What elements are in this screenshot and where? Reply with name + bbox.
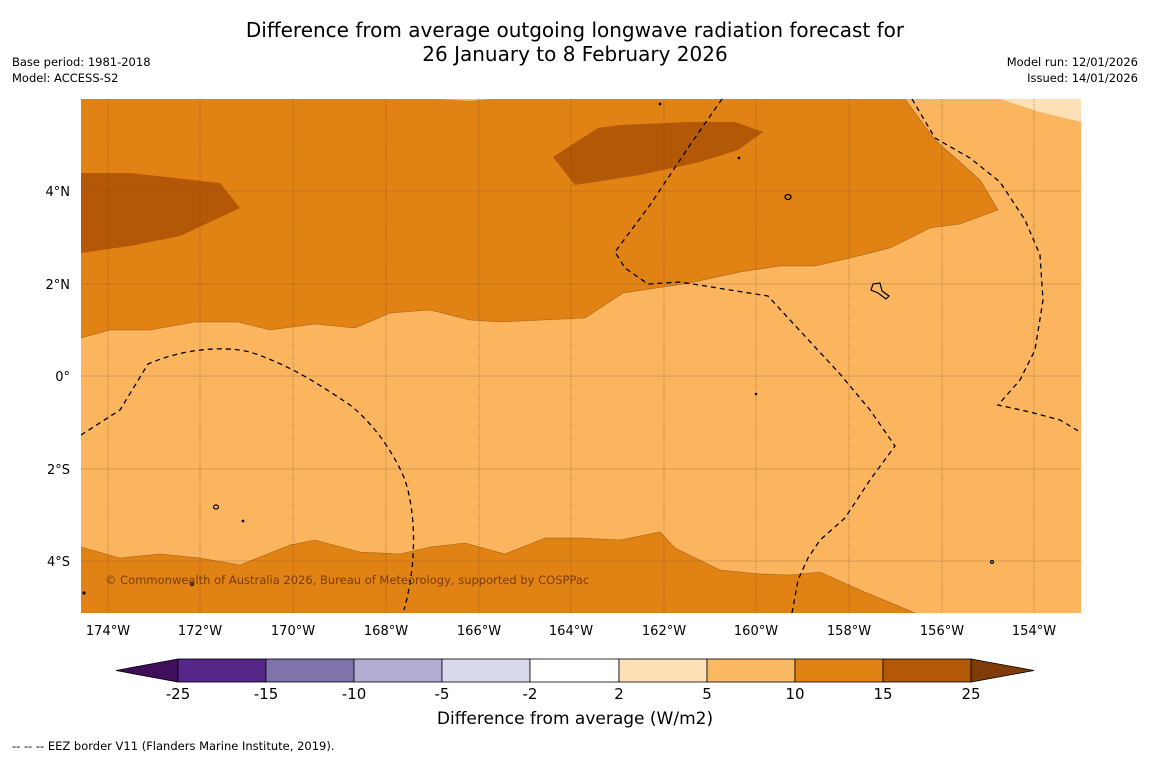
- grid-lines: [107, 99, 1035, 613]
- colorbar-swatch: [353, 658, 443, 683]
- colorbar-swatch: [441, 658, 531, 683]
- colorbar-tick-label: 5: [702, 685, 712, 703]
- field-15-25-central: [553, 122, 763, 185]
- lon-tick-label: 154°W: [1012, 624, 1056, 639]
- lon-tick-label: 168°W: [364, 624, 408, 639]
- colorbar: [115, 658, 1035, 683]
- colorbar-extend-low: [115, 658, 179, 683]
- colorbar-swatch: [177, 658, 267, 683]
- colorbar-swatch: [618, 658, 708, 683]
- model-run: Model run: 12/01/2026: [1006, 55, 1138, 69]
- metadata-right: Model run: 12/01/2026 Issued: 14/01/2026: [1007, 54, 1138, 86]
- issued-date: Issued: 14/01/2026: [1027, 71, 1138, 85]
- copyright-text: © Commonwealth of Australia 2026, Bureau…: [105, 573, 589, 587]
- colorbar-tick-label: 10: [785, 685, 804, 703]
- lon-tick-label: 158°W: [827, 624, 871, 639]
- colorbar-swatch: [529, 658, 620, 683]
- colorbar-tick-label: -25: [166, 685, 191, 703]
- colorbar-tick-label: 25: [961, 685, 980, 703]
- lat-tick-labels: 4°N 2°N 0° 2°S 4°S: [46, 185, 71, 570]
- contour-lines: [81, 99, 999, 613]
- metadata-left: Base period: 1981-2018 Model: ACCESS-S2: [12, 54, 151, 86]
- field-2-5-corner: [1000, 99, 1081, 122]
- colorbar-tick-label: -15: [254, 685, 279, 703]
- colorbar-tick-labels: -25 -15 -10 -5 -2 2 5 10 15 25: [166, 685, 981, 703]
- lat-grid-lines: [81, 190, 1081, 562]
- field-10-15-south: [81, 532, 915, 613]
- islands: [82, 102, 995, 595]
- colorbar-swatch: [706, 658, 796, 683]
- colorbar-swatch: [882, 658, 972, 683]
- field-10-15-north: [81, 99, 998, 338]
- lon-tick-label: 166°W: [457, 624, 501, 639]
- title-line-1: Difference from average outgoing longwav…: [245, 18, 905, 42]
- base-period: Base period: 1981-2018: [12, 55, 151, 69]
- chart-title: Difference from average outgoing longwav…: [0, 18, 1150, 66]
- lon-tick-label: 170°W: [271, 624, 315, 639]
- eez-borders: [81, 99, 1081, 613]
- lon-tick-label: 174°W: [86, 624, 130, 639]
- lon-tick-label: 160°W: [734, 624, 778, 639]
- lon-tick-label: 164°W: [549, 624, 593, 639]
- lat-tick-label: 2°S: [47, 463, 70, 478]
- colorbar-tick-label: -2: [523, 685, 538, 703]
- model-name: Model: ACCESS-S2: [12, 71, 119, 85]
- colorbar-title: Difference from average (W/m2): [436, 709, 714, 729]
- colorbar-tick-label: -10: [342, 685, 367, 703]
- lat-tick-label: 4°N: [46, 185, 71, 200]
- lon-tick-label: 172°W: [178, 624, 222, 639]
- lat-tick-label: 0°: [55, 370, 70, 385]
- colorbar-swatch: [794, 658, 884, 683]
- field-15-25-west: [81, 173, 240, 253]
- lon-tick-labels: 174°W 172°W 170°W 168°W 166°W 164°W 162°…: [86, 624, 1056, 639]
- colorbar-tick-label: 2: [614, 685, 624, 703]
- map-fields: [81, 99, 1081, 613]
- lon-tick-label: 162°W: [642, 624, 686, 639]
- colorbar-tick-label: -5: [435, 685, 450, 703]
- lat-tick-label: 4°S: [47, 555, 70, 570]
- lat-tick-label: 2°N: [46, 278, 71, 293]
- lon-tick-label: 156°W: [920, 624, 964, 639]
- colorbar-swatch: [265, 658, 355, 683]
- colorbar-extend-high: [970, 658, 1035, 683]
- colorbar-tick-label: 15: [873, 685, 892, 703]
- title-line-2: 26 January to 8 February 2026: [422, 42, 728, 66]
- eez-footnote: -- -- -- EEZ border V11 (Flanders Marine…: [12, 739, 335, 753]
